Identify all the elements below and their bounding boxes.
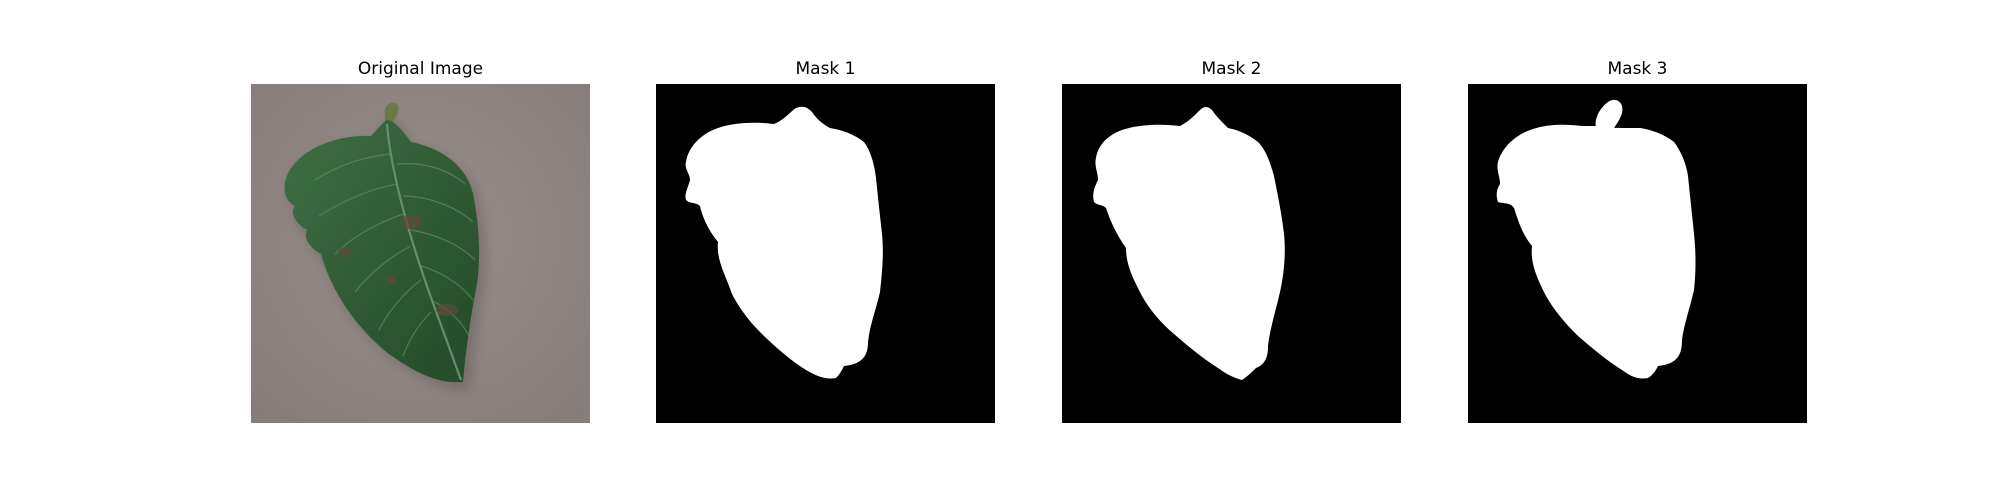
panel-title-original: Original Image [357, 59, 484, 79]
mask-3-region [1496, 124, 1696, 379]
mask-2-region [1093, 107, 1285, 380]
mask-1-image [656, 84, 995, 423]
original-leaf-photo [251, 84, 590, 423]
leaf-veins [314, 153, 476, 357]
leaf-body [284, 120, 480, 383]
mask-1-region [685, 106, 883, 379]
panel-mask-1: Mask 1 [656, 58, 995, 423]
panel-title-mask-1: Mask 1 [795, 59, 856, 79]
leaf-spots [338, 215, 458, 316]
mask-3-image [1468, 84, 1807, 423]
panel-mask-3: Mask 3 [1468, 58, 1807, 423]
panel-title-mask-2: Mask 2 [1201, 59, 1262, 79]
panel-original-image: Original Image [251, 58, 590, 423]
panel-mask-2: Mask 2 [1062, 58, 1401, 423]
mask-3-stem [1595, 99, 1623, 128]
mask-2-image [1062, 84, 1401, 423]
panel-title-mask-3: Mask 3 [1607, 59, 1668, 79]
leaf-midrib [385, 123, 463, 381]
